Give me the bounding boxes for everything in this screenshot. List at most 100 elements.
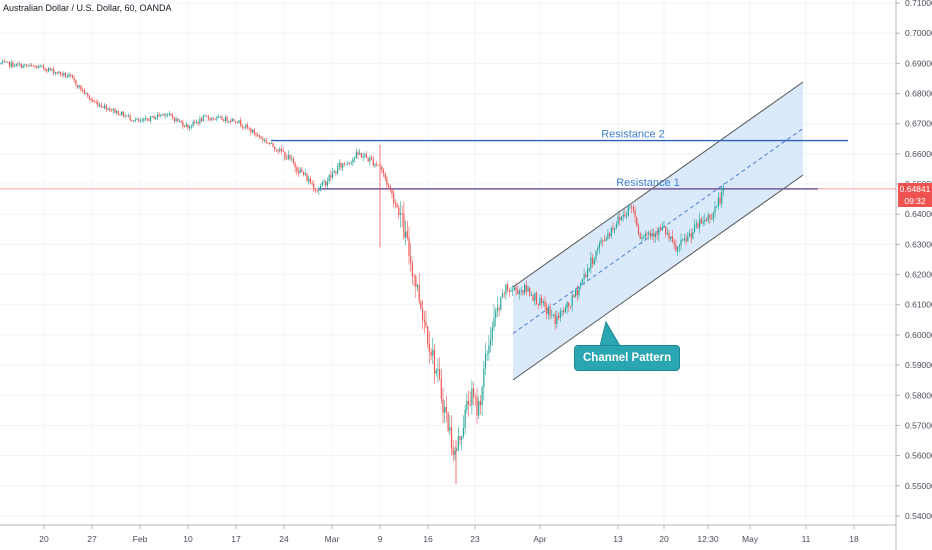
candle-body: [649, 232, 651, 236]
candle: [316, 189, 318, 193]
candle-body: [541, 297, 543, 304]
candle-body: [291, 158, 293, 160]
candle-body: [172, 115, 174, 118]
candle-body: [54, 72, 56, 74]
candle-body: [182, 122, 184, 127]
candle: [677, 246, 679, 257]
candle-body: [274, 146, 276, 150]
candle-body: [27, 65, 29, 67]
candle-body: [580, 282, 582, 287]
candle: [7, 61, 9, 63]
candle: [551, 308, 553, 319]
candle: [337, 163, 339, 175]
candle-body: [413, 275, 415, 277]
candle: [537, 302, 539, 310]
candle: [243, 126, 245, 131]
candle-body: [457, 436, 459, 451]
candle: [721, 186, 723, 208]
candle: [547, 304, 549, 320]
channel-upper-line[interactable]: [512, 81, 804, 288]
candle: [180, 120, 182, 123]
candle-body: [231, 119, 233, 122]
candle-body: [651, 233, 653, 236]
candle-body: [289, 154, 291, 159]
candle: [435, 367, 437, 377]
candle: [272, 142, 274, 148]
candle-body: [19, 63, 21, 65]
candle: [158, 112, 160, 118]
candle-body: [661, 227, 663, 231]
candle-body: [136, 119, 138, 120]
candle: [347, 160, 349, 166]
channel-pattern-callout[interactable]: Channel Pattern: [574, 345, 681, 371]
candle-body: [670, 236, 672, 239]
candle-body: [535, 293, 538, 305]
candle-body: [704, 219, 706, 222]
candle: [372, 155, 374, 168]
candle: [314, 187, 317, 193]
candle: [666, 227, 668, 236]
candle: [68, 72, 70, 78]
candle: [59, 71, 62, 77]
candle-body: [427, 326, 429, 344]
candle-body: [428, 343, 430, 352]
candle-body: [185, 124, 187, 127]
candle: [134, 117, 136, 123]
candle: [496, 296, 498, 318]
candle: [54, 71, 56, 76]
candle: [585, 272, 587, 278]
candle: [552, 313, 555, 318]
candle-body: [206, 115, 208, 117]
candle: [653, 228, 655, 243]
candle: [274, 146, 276, 152]
channel-mid-line: [512, 128, 804, 334]
x-tick-label: 18: [849, 534, 859, 544]
candle-body: [270, 142, 272, 144]
candle: [265, 137, 267, 145]
candle: [313, 180, 315, 192]
candle-body: [105, 105, 107, 110]
candle: [34, 64, 36, 68]
channel-lower-line[interactable]: [512, 174, 804, 381]
candle-body: [330, 175, 332, 178]
candle-body: [690, 233, 692, 239]
candle-body: [478, 401, 480, 416]
candle-body: [153, 116, 155, 120]
candle-body: [444, 407, 446, 413]
candle: [491, 321, 493, 346]
candle: [558, 312, 560, 321]
candle-body: [318, 190, 320, 191]
candle: [406, 221, 408, 241]
candle-body: [292, 158, 294, 163]
candle: [456, 447, 458, 452]
candle: [12, 60, 14, 69]
candle-body: [566, 302, 568, 308]
candle: [2, 59, 4, 65]
candle: [603, 234, 606, 242]
candle-body: [87, 92, 89, 96]
candle-body: [551, 314, 553, 316]
candle-body: [388, 184, 390, 187]
candle-body: [639, 233, 641, 240]
candle: [415, 274, 417, 298]
candle: [486, 350, 488, 361]
candle-body: [602, 240, 604, 242]
candle: [212, 117, 215, 121]
y-tick-label: 0.54000: [905, 511, 932, 521]
candle-body: [554, 314, 556, 324]
candle-body: [138, 119, 140, 121]
candle: [10, 60, 12, 69]
candle: [656, 227, 658, 240]
candle: [260, 135, 262, 139]
candle: [610, 226, 612, 239]
candle: [658, 226, 660, 242]
candle-body: [636, 217, 638, 227]
candle: [474, 394, 476, 407]
candle-body: [617, 216, 619, 225]
candle-body: [503, 293, 505, 295]
candle-body: [42, 65, 45, 69]
candle-body: [299, 169, 301, 174]
